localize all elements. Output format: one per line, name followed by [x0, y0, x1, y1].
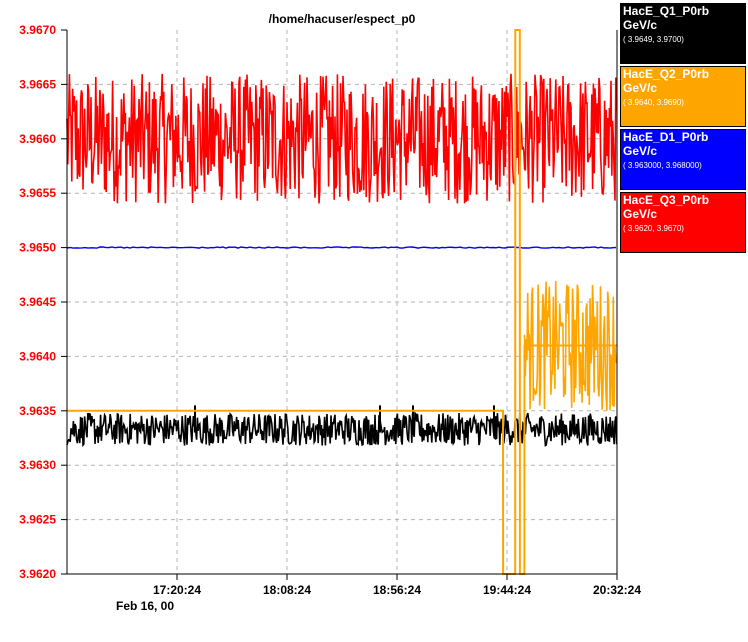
x-tick-label: 20:32:24 [593, 583, 641, 597]
series-q3-line [66, 73, 618, 204]
y-tick-label: 3.9630 [19, 458, 56, 472]
series-q2-band [523, 280, 618, 411]
x-tick-label: 19:44:24 [483, 583, 531, 597]
legend-series-unit: GeV/c [623, 207, 658, 221]
y-tick-label: 3.9640 [19, 349, 56, 363]
chart-title: /home/hacuser/espect_p0 [269, 12, 416, 26]
legend-entry[interactable]: HacE_Q1_P0rb GeV/c ( 3.9649, 3.9700) [620, 3, 746, 64]
y-tick-label: 3.9670 [19, 23, 56, 37]
legend-entry[interactable]: HacE_D1_P0rb GeV/c ( 3.963000, 3.968000) [620, 129, 746, 190]
data-traces [66, 29, 618, 575]
x-tick-label: 17:20:24 [153, 583, 201, 597]
y-tick-label: 3.9650 [19, 241, 56, 255]
y-tick-label: 3.9660 [19, 132, 56, 146]
y-tick-label: 3.9635 [19, 404, 56, 418]
y-tick-label: 3.9645 [19, 295, 56, 309]
axes: 3.9620 3.9625 3.9630 3.9635 3.9640 3.9645 3.96… [19, 23, 641, 597]
y-tick-label: 3.9625 [19, 513, 56, 527]
legend-entry[interactable]: HacE_Q3_P0rb GeV/c ( 3.9620, 3.9670) [620, 192, 746, 253]
y-tick-label: 3.9655 [19, 186, 56, 200]
y-tick-label: 3.9665 [19, 77, 56, 91]
legend-series-unit: GeV/c [623, 144, 658, 158]
series-q2-line [67, 29, 617, 575]
x-tick-label: 18:56:24 [373, 583, 421, 597]
legend-series-range: ( 3.9640, 3.9690) [623, 98, 684, 107]
y-tick-label: 3.9620 [19, 567, 56, 581]
legend-series-name: HacE_Q2_P0rb [623, 67, 710, 81]
legend-series-unit: GeV/c [623, 81, 658, 95]
legend-entry[interactable]: HacE_Q2_P0rb GeV/c ( 3.9640, 3.9690) [620, 66, 746, 127]
series-q1-line [66, 411, 618, 448]
legend-series-name: HacE_Q1_P0rb [623, 4, 710, 18]
legend-series-name: HacE_Q3_P0rb [623, 193, 710, 207]
legend-series-range: ( 3.9649, 3.9700) [623, 35, 684, 44]
legend-series-range: ( 3.9620, 3.9670) [623, 224, 684, 233]
date-label: Feb 16, 00 [116, 599, 174, 613]
legend-series-name: HacE_D1_P0rb [623, 130, 709, 144]
legend-series-range: ( 3.963000, 3.968000) [623, 161, 702, 170]
series-d1-line [66, 246, 617, 249]
legend-series-unit: GeV/c [623, 18, 658, 32]
x-tick-label: 18:08:24 [263, 583, 311, 597]
